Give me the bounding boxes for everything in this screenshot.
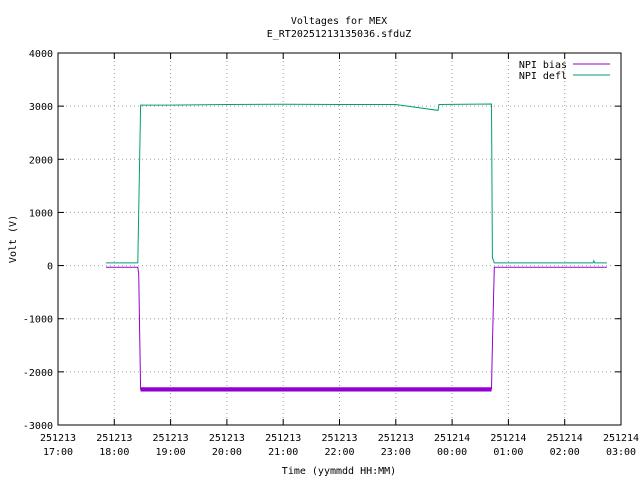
series-noise-band-npi-bias — [140, 387, 492, 392]
chart-title: Voltages for MEX — [291, 16, 387, 27]
x-tick-date: 251213 — [40, 433, 76, 444]
tick-layer — [57, 52, 622, 426]
x-tick-time: 19:00 — [156, 447, 186, 458]
y-tick-label: -1000 — [23, 315, 53, 326]
x-tick-date: 251213 — [265, 433, 301, 444]
x-tick-time: 20:00 — [212, 447, 242, 458]
x-tick-time: 01:00 — [493, 447, 523, 458]
x-tick-time: 22:00 — [324, 447, 354, 458]
x-tick-date: 251214 — [547, 433, 583, 444]
x-tick-labels: 251213 17:00 251213 18:00 251213 19:00 251213 2… — [40, 433, 639, 458]
y-tick-label: 3000 — [29, 102, 53, 113]
grid-layer — [58, 53, 621, 425]
x-tick-time: 23:00 — [381, 447, 411, 458]
y-tick-label: -2000 — [23, 368, 53, 379]
series-line-npi-defl — [105, 103, 607, 264]
y-tick-label: 2000 — [29, 155, 53, 166]
x-tick-date: 251213 — [321, 433, 357, 444]
x-tick-date: 251213 — [378, 433, 414, 444]
x-tick-date: 251213 — [153, 433, 189, 444]
chart-subtitle: E_RT20251213135036.sfduZ — [267, 29, 412, 40]
x-tick-time: 21:00 — [268, 447, 298, 458]
y-axis-label: Volt (V) — [8, 215, 19, 263]
x-tick-date: 251214 — [603, 433, 639, 444]
x-tick-time: 00:00 — [437, 447, 467, 458]
y-tick-label: 0 — [47, 262, 53, 273]
series-layer — [105, 103, 607, 392]
x-tick-date: 251214 — [490, 433, 526, 444]
x-tick-time: 03:00 — [606, 447, 636, 458]
legend-label: NPI bias — [519, 60, 567, 71]
x-tick-time: 02:00 — [550, 447, 580, 458]
y-tick-label: 1000 — [29, 208, 53, 219]
y-tick-labels: -3000 -2000 -1000 0 1000 2000 3000 4000 — [23, 49, 53, 432]
x-axis-label: Time (yymmdd HH:MM) — [282, 466, 396, 477]
y-tick-label: 4000 — [29, 49, 53, 60]
x-tick-date: 251214 — [434, 433, 470, 444]
legend-label: NPI defl — [519, 71, 567, 82]
x-tick-time: 18:00 — [99, 447, 129, 458]
x-tick-time: 17:00 — [43, 447, 73, 458]
x-tick-date: 251213 — [209, 433, 245, 444]
series-line-npi-bias — [105, 266, 607, 390]
x-tick-date: 251213 — [96, 433, 132, 444]
y-tick-label: -3000 — [23, 421, 53, 432]
